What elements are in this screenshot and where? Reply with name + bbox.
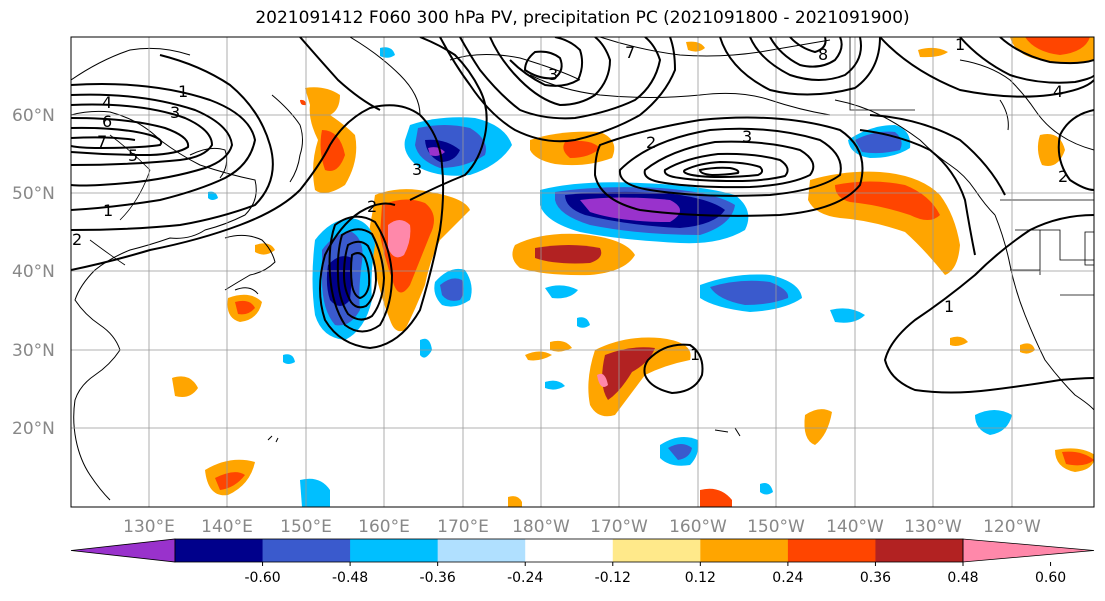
- colorbar-tick-label: 0.36: [860, 570, 891, 586]
- contour-label: 1: [955, 35, 965, 54]
- lat-label: 60°N: [12, 106, 55, 126]
- lon-label: 150°W: [747, 517, 805, 537]
- colorbar: [70, 538, 1095, 563]
- lon-label: 130°E: [123, 517, 175, 537]
- map-frame: [70, 36, 1095, 508]
- contour-label: 8: [818, 45, 828, 64]
- lon-label: 150°E: [280, 517, 332, 537]
- colorbar-extension-high: [962, 538, 1095, 563]
- contour-label: 3: [170, 103, 180, 122]
- lon-label: 170°E: [437, 517, 489, 537]
- map-title: 2021091412 F060 300 hPa PV, precipitatio…: [255, 8, 910, 28]
- lon-label: 180°W: [512, 517, 570, 537]
- contour-label: 7: [97, 132, 107, 151]
- contour-label: 4: [1053, 82, 1063, 101]
- contour-label: 1: [178, 82, 188, 101]
- contour-label: 1: [103, 201, 113, 220]
- lat-label: 50°N: [12, 184, 55, 204]
- colorbar-tick-label: -0.48: [332, 570, 368, 586]
- contour-label: 2: [1058, 167, 1068, 186]
- contour-label: 6: [102, 112, 112, 131]
- colorbar-extension-low: [70, 538, 176, 563]
- lon-label: 130°W: [904, 517, 962, 537]
- contour-label: 5: [128, 146, 138, 165]
- colorbar-segment: [437, 539, 526, 562]
- colorbar-segment: [262, 539, 351, 562]
- contour-label: 2: [367, 197, 377, 216]
- contour-label: 4: [102, 93, 112, 112]
- colorbar-segment: [175, 539, 264, 562]
- colorbar-tick-label: 0.24: [772, 570, 803, 586]
- contour-label: 1: [690, 345, 700, 364]
- contour-label: 2: [646, 133, 656, 152]
- longitude-labels: 130°E 140°E 150°E 160°E 170°E 180°W 170°…: [123, 517, 1041, 537]
- colorbar-outline: [174, 538, 964, 563]
- colorbar-segment: [612, 539, 701, 562]
- lat-label: 40°N: [12, 262, 55, 282]
- borders: [89, 37, 1094, 296]
- contour-label: 3: [742, 127, 752, 146]
- lon-label: 140°W: [826, 517, 884, 537]
- colorbar-tick-label: -0.36: [420, 570, 456, 586]
- colorbar-segment: [525, 539, 614, 562]
- contour-label: 2: [72, 230, 82, 249]
- lat-label: 20°N: [12, 419, 55, 439]
- colorbar-segment: [700, 539, 789, 562]
- colorbar-ticks: -0.60 -0.48 -0.36 -0.24 -0.12 0.12 0.24 0.36 0.4…: [244, 562, 1066, 586]
- contour-label: 7: [625, 43, 635, 62]
- graticule: [71, 37, 1094, 507]
- lon-label: 120°W: [983, 517, 1041, 537]
- lon-label: 160°E: [358, 517, 410, 537]
- colorbar-tick-label: -0.60: [244, 570, 280, 586]
- contour-label: 1: [944, 297, 954, 316]
- colorbar-segment: [787, 539, 876, 562]
- colorbar-tick-label: -0.24: [507, 570, 543, 586]
- lon-label: 140°E: [201, 517, 253, 537]
- colorbar-tick-label: 0.48: [947, 570, 978, 586]
- colorbar-tick-label: 0.60: [1035, 570, 1066, 586]
- lat-label: 30°N: [12, 341, 55, 361]
- contour-labels: 4 6 7 5 1 2 3 1 3 2 2 3 7 8 1 4 3 2 1 1: [72, 35, 1068, 364]
- colorbar-segment: [875, 539, 964, 562]
- colorbar-tick-label: 0.12: [685, 570, 716, 586]
- lon-label: 170°W: [590, 517, 648, 537]
- pv-contours: [71, 37, 1094, 395]
- colorbar-segment: [350, 539, 439, 562]
- colorbar-tick-label: -0.12: [595, 570, 631, 586]
- contour-label: 3: [412, 160, 422, 179]
- contour-label: 3: [548, 65, 558, 84]
- latitude-labels: 60°N 50°N 40°N 30°N 20°N: [12, 106, 55, 439]
- lon-label: 160°W: [669, 517, 727, 537]
